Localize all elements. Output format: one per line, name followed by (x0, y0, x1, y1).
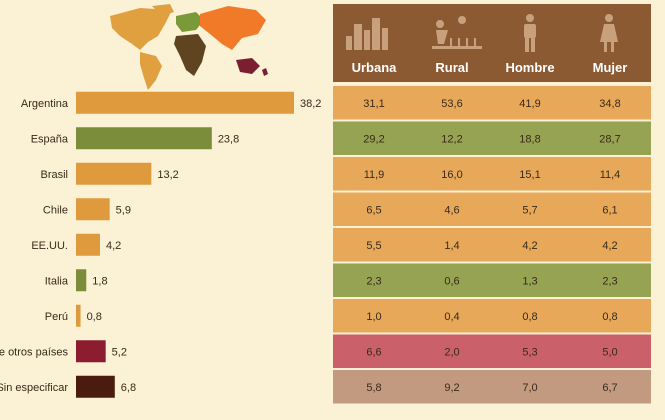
bar (76, 198, 110, 221)
table-row (333, 370, 651, 404)
bar-value-label: 1,8 (92, 275, 107, 287)
table-cell: 16,0 (441, 169, 462, 181)
table-cell: 1,3 (522, 275, 537, 287)
table-cell: 11,4 (600, 169, 621, 181)
table-cell: 6,5 (366, 204, 381, 216)
bar-value-label: 6,8 (121, 382, 136, 394)
table-cell: 12,2 (441, 133, 462, 145)
table-cell: 5,8 (366, 382, 381, 394)
farm-icon (432, 16, 482, 49)
table-cell: 1,0 (366, 311, 381, 323)
table-cell: 15,1 (519, 169, 540, 181)
category-label: EE.UU. (31, 240, 68, 252)
bar-value-label: 5,9 (116, 204, 131, 216)
table-cell: 31,1 (363, 98, 384, 110)
bar-value-label: 0,8 (87, 311, 102, 323)
table-cell: 5,0 (602, 346, 617, 358)
table-cell: 1,4 (444, 240, 459, 252)
category-label: Brasil (40, 169, 68, 181)
category-label: Argentina (21, 98, 69, 110)
man-icon (524, 14, 536, 52)
table-cell: 0,8 (522, 311, 537, 323)
column-header-hombre: Hombre (505, 60, 554, 75)
bar (76, 127, 212, 150)
table-row (333, 121, 651, 155)
bar-value-label: 4,2 (106, 240, 121, 252)
table-cell: 7,0 (522, 382, 537, 394)
bar-value-label: 13,2 (157, 169, 178, 181)
table-cell: 0,8 (602, 311, 617, 323)
column-header-rural: Rural (435, 60, 468, 75)
category-label: España (31, 133, 69, 145)
category-label: Perú (45, 311, 68, 323)
bar (76, 91, 294, 114)
bar-value-label: 23,8 (218, 133, 239, 145)
bar (76, 375, 115, 398)
table-row (333, 334, 651, 368)
table-cell: 0,6 (444, 275, 459, 287)
table-row (333, 228, 651, 262)
table-cell: 2,3 (366, 275, 381, 287)
table-row (333, 299, 651, 333)
column-header-mujer: Mujer (593, 60, 628, 75)
table-row (333, 192, 651, 226)
table-cell: 2,0 (444, 346, 459, 358)
bar-value-label: 5,2 (112, 346, 127, 358)
table-cell: 4,2 (522, 240, 537, 252)
table-cell: 34,8 (599, 98, 620, 110)
bar (76, 162, 152, 185)
category-label: to de otros países (0, 346, 68, 358)
table-cell: 0,4 (444, 311, 459, 323)
table-cell: 5,7 (522, 204, 537, 216)
table-cell: 11,9 (364, 169, 385, 181)
table-row (333, 263, 651, 297)
bar (76, 304, 81, 327)
table-cell: 28,7 (599, 133, 620, 145)
table-cell: 29,2 (363, 133, 384, 145)
table-cell: 4,2 (602, 240, 617, 252)
category-label: Sin especificar (0, 382, 68, 394)
table-cell: 41,9 (519, 98, 540, 110)
table-cell: 4,6 (444, 204, 459, 216)
column-header-urbana: Urbana (352, 60, 398, 75)
world-map-icon (110, 4, 268, 90)
table-cell: 5,5 (366, 240, 381, 252)
table-cell: 6,1 (602, 204, 617, 216)
table-row (333, 157, 651, 191)
city-icon (346, 18, 388, 50)
table-cell: 6,6 (366, 346, 381, 358)
bar-value-label: 38,2 (300, 98, 321, 110)
table-cell: 5,3 (522, 346, 537, 358)
table-cell: 9,2 (444, 382, 459, 394)
table-cell: 2,3 (602, 275, 617, 287)
table-row (333, 86, 651, 120)
bar (76, 233, 100, 256)
bar (76, 340, 106, 363)
table-cell: 53,6 (441, 98, 462, 110)
category-label: Chile (43, 204, 68, 216)
table-cell: 6,7 (602, 382, 617, 394)
table-cell: 18,8 (519, 133, 540, 145)
woman-icon (600, 14, 618, 52)
category-label: Italia (45, 275, 69, 287)
bar (76, 269, 87, 292)
